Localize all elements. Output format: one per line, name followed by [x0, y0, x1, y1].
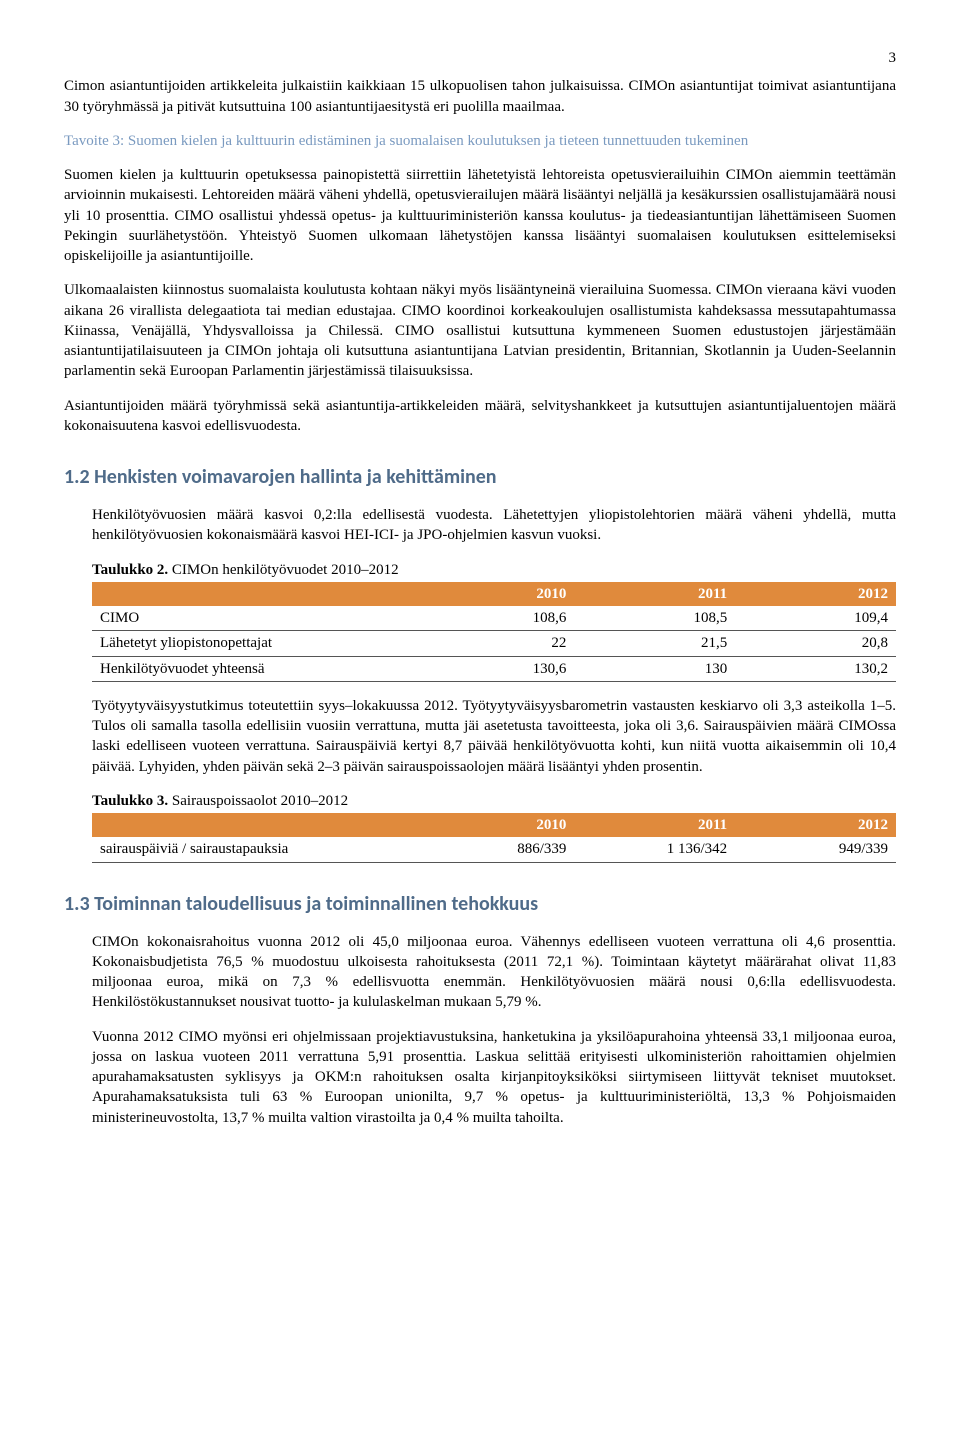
table-cell: 109,4 — [735, 606, 896, 631]
table-header-cell — [92, 813, 414, 837]
paragraph: Suomen kielen ja kulttuurin opetuksessa … — [64, 165, 896, 266]
table-cell: 130,2 — [735, 656, 896, 681]
table-row: CIMO 108,6 108,5 109,4 — [92, 606, 896, 631]
table-header-cell — [92, 582, 414, 606]
table3-title-bold: Taulukko 3. — [92, 793, 168, 809]
paragraph: CIMOn kokonaisrahoitus vuonna 2012 oli 4… — [92, 932, 896, 1013]
table-cell: 22 — [414, 631, 575, 656]
table-header-cell: 2010 — [414, 813, 575, 837]
table-cell: CIMO — [92, 606, 414, 631]
table2-title-bold: Taulukko 2. — [92, 562, 168, 578]
goal-3-muted: Tavoite 3: Suomen kielen ja kulttuurin e… — [64, 131, 896, 151]
table-header-cell: 2012 — [735, 582, 896, 606]
page-number: 3 — [64, 48, 896, 68]
table-cell: 886/339 — [414, 837, 575, 862]
table-cell: 21,5 — [574, 631, 735, 656]
table-header-row: 2010 2011 2012 — [92, 582, 896, 606]
table2-title: Taulukko 2. CIMOn henkilötyövuodet 2010–… — [92, 560, 896, 580]
section-heading-1-2: 1.2 Henkisten voimavarojen hallinta ja k… — [64, 464, 896, 491]
paragraph: Työtyytyväisyystutkimus toteutettiin syy… — [92, 696, 896, 777]
table-cell: 108,6 — [414, 606, 575, 631]
table-cell: 1 136/342 — [574, 837, 735, 862]
table-cell: 108,5 — [574, 606, 735, 631]
table-cell: Henkilötyövuodet yhteensä — [92, 656, 414, 681]
table3: 2010 2011 2012 sairauspäiviä / sairausta… — [92, 813, 896, 863]
table-cell: 949/339 — [735, 837, 896, 862]
table2: 2010 2011 2012 CIMO 108,6 108,5 109,4 Lä… — [92, 582, 896, 682]
section-heading-1-3: 1.3 Toiminnan taloudellisuus ja toiminna… — [64, 891, 896, 918]
table3-title: Taulukko 3. Sairauspoissaolot 2010–2012 — [92, 791, 896, 811]
table-row: Henkilötyövuodet yhteensä 130,6 130 130,… — [92, 656, 896, 681]
table-header-cell: 2011 — [574, 582, 735, 606]
table-cell: Lähetetyt yliopistonopettajat — [92, 631, 414, 656]
table-header-cell: 2011 — [574, 813, 735, 837]
table3-title-rest: Sairauspoissaolot 2010–2012 — [168, 793, 348, 809]
paragraph: Asiantuntijoiden määrä työryhmissä sekä … — [64, 396, 896, 437]
paragraph: Vuonna 2012 CIMO myönsi eri ohjelmissaan… — [92, 1027, 896, 1128]
table-header-cell: 2010 — [414, 582, 575, 606]
table-header-cell: 2012 — [735, 813, 896, 837]
table-header-row: 2010 2011 2012 — [92, 813, 896, 837]
table-row: Lähetetyt yliopistonopettajat 22 21,5 20… — [92, 631, 896, 656]
table-cell: 130 — [574, 656, 735, 681]
table-cell: 130,6 — [414, 656, 575, 681]
table-cell: 20,8 — [735, 631, 896, 656]
table-cell: sairauspäiviä / sairaustapauksia — [92, 837, 414, 862]
paragraph: Henkilötyövuosien määrä kasvoi 0,2:lla e… — [92, 505, 896, 546]
paragraph: Ulkomaalaisten kiinnostus suomalaista ko… — [64, 280, 896, 381]
table-row: sairauspäiviä / sairaustapauksia 886/339… — [92, 837, 896, 862]
paragraph: Cimon asiantuntijoiden artikkeleita julk… — [64, 76, 896, 117]
table2-title-rest: CIMOn henkilötyövuodet 2010–2012 — [168, 562, 398, 578]
